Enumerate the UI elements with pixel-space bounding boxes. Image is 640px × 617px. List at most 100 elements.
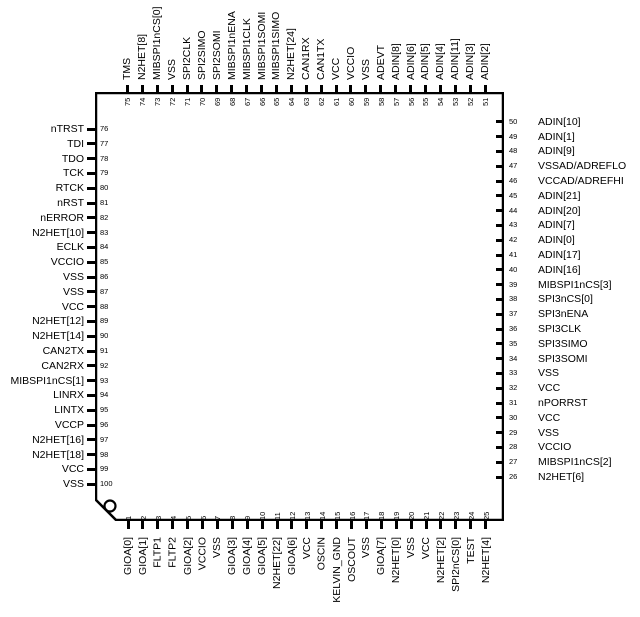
pin-lead-left [87,423,95,427]
pin-lead-right [496,445,504,449]
pin-name: ADIN[8] [389,43,402,80]
pin-lead-top [274,85,278,93]
pin-number: 59 [361,97,371,106]
pin1-marker [103,499,117,513]
pin-number: 22 [436,511,446,520]
pin-number: 42 [509,235,518,245]
pin-name: VSS [359,58,372,80]
pin-number: 9 [243,515,253,520]
pin-lead-left [87,453,95,457]
pin-lead-top [453,85,457,93]
pin-number: 53 [451,97,461,106]
pin-name: ADIN[1] [538,130,575,143]
pin-lead-right [496,475,504,479]
pin-lead-top [185,85,189,93]
pin-lead-right [496,238,504,242]
pin-number: 4 [168,515,178,520]
pin-lead-right [496,460,504,464]
pin-name: VCCIO [344,46,357,80]
pin-lead-top [215,85,219,93]
pin-lead-top [200,85,204,93]
pin-number: 44 [509,205,518,215]
pin-number: 77 [100,138,109,148]
pin-lead-left [87,201,95,205]
pin-number: 75 [123,97,133,106]
pin-number: 20 [407,511,417,520]
pin-name: MIBSPI1nCS[1] [10,374,84,387]
pin-lead-right [496,357,504,361]
pin-name: RTCK [55,182,84,195]
pin-lead-right [496,371,504,375]
pin-number: 73 [153,97,163,106]
pin-number: 38 [509,294,518,304]
pin-lead-top [170,85,174,93]
pin-number: 34 [509,353,518,363]
pin-lead-right [496,164,504,168]
pin-name: nPORRST [538,397,588,409]
pin-name: N2HET[24] [285,28,298,80]
pin-number: 63 [302,97,312,106]
pin-name: N2HET[6] [538,471,585,483]
pin-name: nERROR [40,211,84,224]
pin-number: 50 [509,116,518,126]
pin-number: 37 [509,309,518,319]
pin-number: 33 [509,368,518,378]
pin-name: ADEVT [374,44,387,80]
pin-number: 68 [227,97,237,106]
pin-lead-bottom [171,521,175,529]
pin-name: VSS [62,285,84,298]
pin-number: 6 [198,515,208,520]
pin-name: LINRX [53,389,84,402]
pin-name: ADIN[16] [538,263,581,276]
pin-lead-bottom [156,521,160,529]
pin-name: SPI2SOMI [210,30,223,80]
pin-number: 56 [406,97,416,106]
pin-name: ADIN[20] [538,204,581,217]
pin-number: 87 [100,286,109,296]
pin-lead-left [87,364,95,368]
pin-lead-top [319,85,323,93]
pin-name: LINTX [54,404,84,417]
pin-number: 30 [509,412,518,422]
pin-number: 62 [317,97,327,106]
pin-name: GIOA[0] [122,537,134,575]
pin-lead-left [87,349,95,353]
pin-number: 26 [509,472,518,481]
pin-lead-right [496,342,504,346]
pin-name: MIBSPI1nCS[0] [151,6,164,80]
pin-number: 96 [100,420,109,429]
pin-number: 43 [509,220,518,230]
chip-package-outline [95,92,504,521]
pin-name: SPI2nCS[0] [449,537,462,592]
pin-name: N2HET[8] [136,33,149,80]
pin-number: 14 [317,511,327,520]
pin-lead-top [394,85,398,93]
pin-number: 66 [257,97,267,106]
pin-name: CAN1RX [300,37,313,80]
pin-name: VCC [61,463,84,476]
pin-lead-left [87,379,95,383]
pin-number: 60 [346,97,356,106]
pin-name: KELVIN_GND [330,537,343,603]
pin-lead-right [496,120,504,124]
pin-lead-top [245,85,249,93]
pin-number: 51 [481,97,490,106]
pin-name: CAN2RX [41,359,84,372]
pin-lead-right [496,327,504,331]
pin-name: GIOA[7] [375,537,388,575]
pin-name: MIBSPI1CLK [240,18,253,80]
pin-number: 40 [509,264,518,274]
pin-name: ADIN[3] [464,43,477,80]
pin-lead-left [87,142,95,146]
pin-number: 81 [100,198,109,207]
pin-name: ADIN[17] [538,249,581,261]
pin-lead-bottom [305,521,309,529]
pin-lead-left [87,305,95,309]
pin-lead-bottom [201,521,204,529]
pin-name: VSSAD/ADREFLO [538,160,627,173]
pin-lead-bottom [126,521,130,529]
pin-lead-left [87,127,95,131]
pin-number: 10 [258,511,268,520]
pin-name: ADIN[10] [538,115,581,128]
pin-name: ADIN[21] [538,189,581,202]
